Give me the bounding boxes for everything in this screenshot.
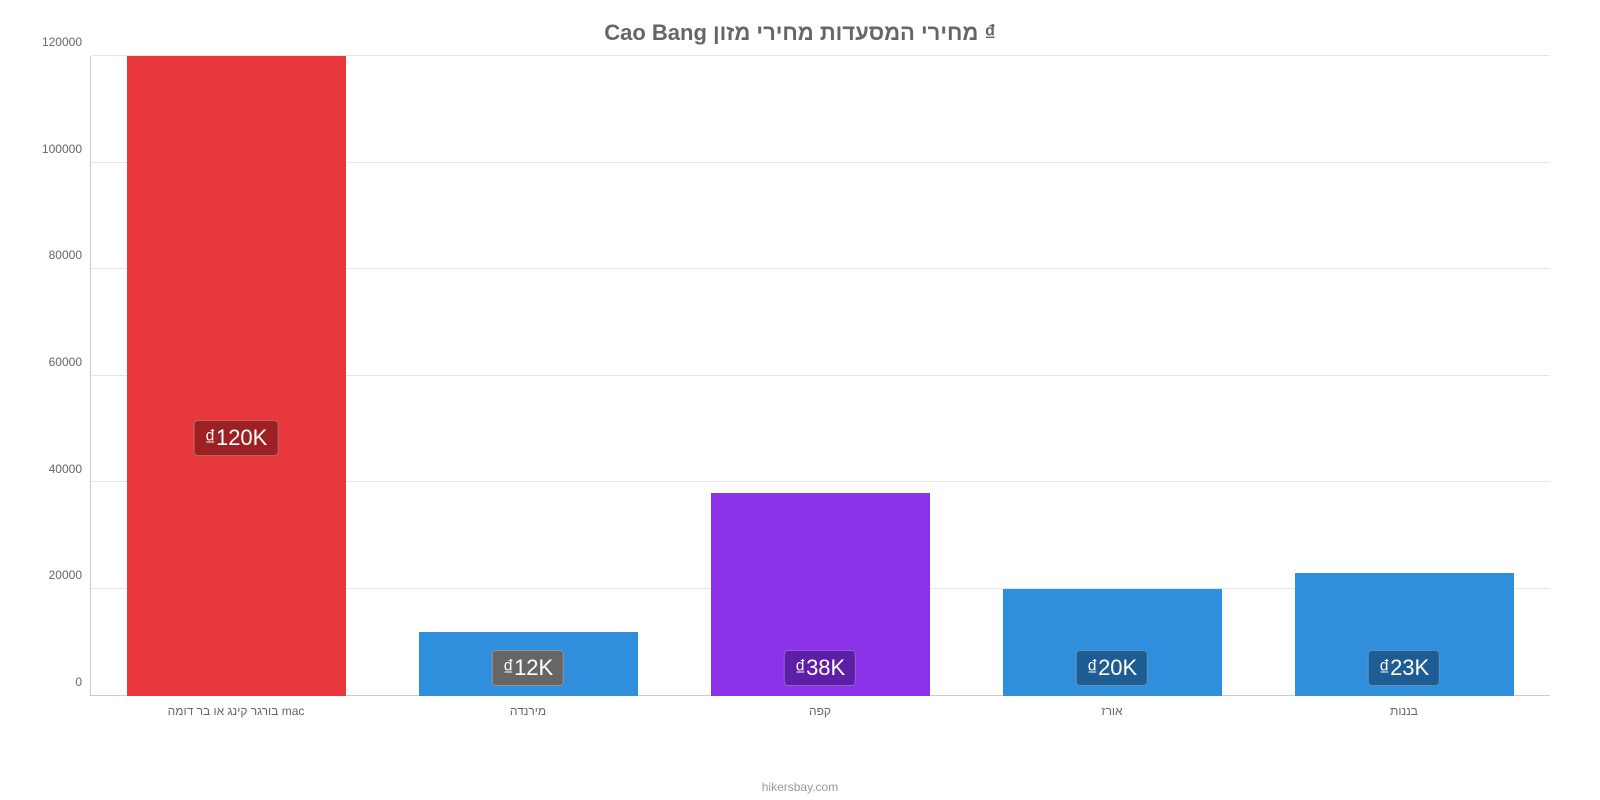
y-tick: 80000 xyxy=(49,248,82,262)
y-tick: 0 xyxy=(75,675,82,689)
x-label: אורז xyxy=(966,696,1258,736)
bar-slot: ₫23K xyxy=(1258,56,1550,696)
x-label: בננות xyxy=(1258,696,1550,736)
attribution-text: hikersbay.com xyxy=(0,780,1600,794)
bar-mirinda: ₫12K xyxy=(419,632,638,696)
bar-slot: ₫12K xyxy=(382,56,674,696)
x-label: מירנדה xyxy=(382,696,674,736)
bar-value-label: ₫12K xyxy=(492,650,564,686)
bar-value-label: ₫20K xyxy=(1076,650,1148,686)
bars-area: ₫120K ₫12K ₫38K ₫20K ₫23K xyxy=(90,56,1550,696)
chart-title: Cao Bang מחירי המסעדות מחירי מזון ₫ xyxy=(40,20,1560,46)
y-tick: 60000 xyxy=(49,355,82,369)
bar-slot: ₫20K xyxy=(966,56,1258,696)
y-tick: 20000 xyxy=(49,568,82,582)
bar-coffee: ₫38K xyxy=(711,493,930,696)
x-label: בורגר קינג או בר דומה mac xyxy=(90,696,382,736)
bar-bananas: ₫23K xyxy=(1295,573,1514,696)
plot-area: 0 20000 40000 60000 80000 100000 120000 … xyxy=(90,56,1550,736)
bar-value-label: ₫23K xyxy=(1368,650,1440,686)
x-axis-labels: בורגר קינג או בר דומה mac מירנדה קפה אור… xyxy=(90,696,1550,736)
bar-rice: ₫20K xyxy=(1003,589,1222,696)
bar-burger: ₫120K xyxy=(127,56,346,696)
bar-value-label: ₫120K xyxy=(194,420,279,456)
bar-slot: ₫120K xyxy=(90,56,382,696)
chart-container: Cao Bang מחירי המסעדות מחירי מזון ₫ 0 20… xyxy=(40,20,1560,770)
bar-value-label: ₫38K xyxy=(784,650,856,686)
y-tick: 40000 xyxy=(49,462,82,476)
x-label: קפה xyxy=(674,696,966,736)
y-tick: 100000 xyxy=(42,142,82,156)
y-axis: 0 20000 40000 60000 80000 100000 120000 xyxy=(40,56,90,696)
bar-slot: ₫38K xyxy=(674,56,966,696)
y-tick: 120000 xyxy=(42,35,82,49)
